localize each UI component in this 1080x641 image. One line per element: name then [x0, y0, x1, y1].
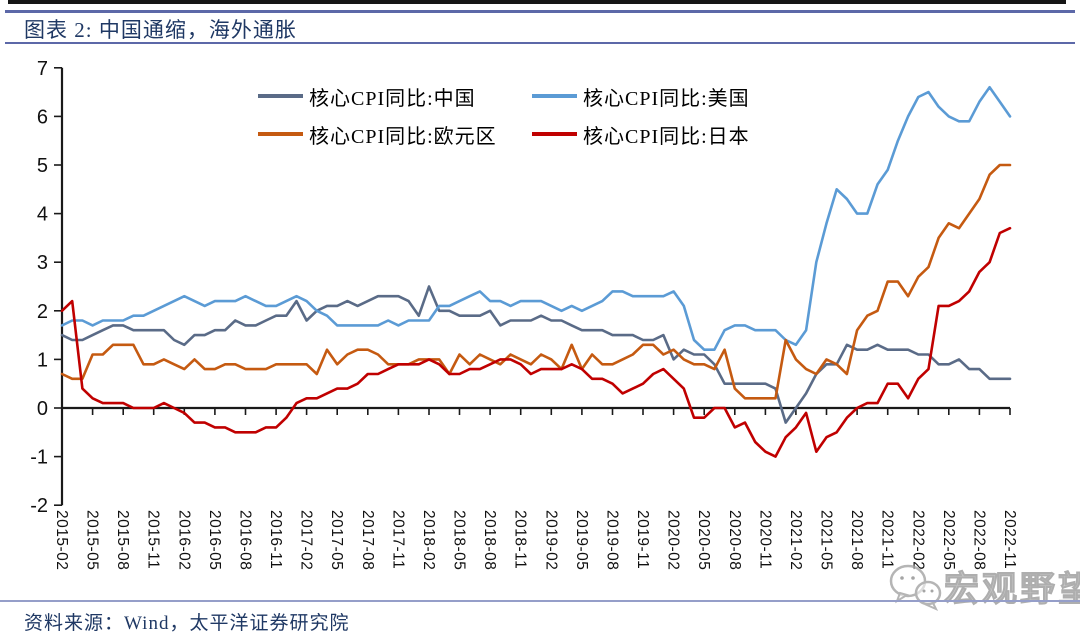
legend-label-us: 核心CPI同比:美国 — [583, 87, 750, 110]
y-tick-label: 3 — [37, 252, 48, 274]
legend-item-us: 核心CPI同比:美国 — [532, 85, 750, 110]
legend-item-japan: 核心CPI同比:日本 — [532, 123, 750, 148]
x-tick-label: 2018-02 — [420, 510, 437, 570]
legend-item-eurozone: 核心CPI同比:欧元区 — [258, 123, 497, 148]
x-tick-label: 2020-08 — [726, 510, 743, 570]
footer-rule — [0, 600, 1080, 602]
y-tick-label: 1 — [37, 349, 48, 371]
header-rule-bottom — [5, 42, 1075, 44]
x-tick-label: 2016-08 — [237, 510, 254, 570]
x-tick-label: 2018-08 — [481, 510, 498, 570]
cpi-line-chart: 7 6 5 4 3 2 1 0 -1 -2 2015-02 2015-05 2015-08 2015-11… — [30, 58, 1018, 571]
x-tick-label: 2022-11 — [1001, 510, 1018, 569]
x-tick-label: 2018-11 — [512, 510, 529, 569]
header-rule-top — [5, 10, 1075, 13]
y-tick-label: 6 — [37, 106, 48, 128]
series-line-japan — [60, 226, 1012, 458]
x-tick-label: 2017-08 — [359, 510, 376, 570]
x-tick-label: 2016-05 — [206, 510, 223, 570]
x-tick-label: 2019-05 — [573, 510, 590, 570]
x-tick-label: 2019-11 — [634, 510, 651, 569]
y-tick-label: 0 — [37, 398, 48, 420]
y-tick-label: -2 — [30, 495, 48, 517]
legend-swatch-eurozone — [258, 132, 303, 136]
x-tick-label: 2015-05 — [84, 510, 101, 570]
top-black-bar — [8, 0, 1066, 4]
legend-swatch-china — [258, 94, 303, 98]
legend-label-eurozone: 核心CPI同比:欧元区 — [309, 125, 497, 148]
x-tick-label: 2019-08 — [604, 510, 621, 570]
x-tick-label: 2019-02 — [542, 510, 559, 570]
x-tick-label: 2017-02 — [298, 510, 315, 570]
x-tick-label: 2022-05 — [940, 510, 957, 570]
x-tick-label: 2021-11 — [879, 510, 896, 569]
y-tick-label: 7 — [37, 58, 48, 80]
legend-item-china: 核心CPI同比:中国 — [258, 85, 476, 110]
series-line-us — [60, 85, 1012, 352]
x-tick-label: 2022-08 — [970, 510, 987, 570]
legend-label-china: 核心CPI同比:中国 — [309, 87, 476, 110]
x-tick-label: 2022-02 — [909, 510, 926, 570]
x-tick-label: 2017-05 — [328, 510, 345, 570]
x-tick-label: 2018-05 — [451, 510, 468, 570]
x-tick-label: 2016-02 — [175, 510, 192, 570]
legend-swatch-japan — [532, 132, 577, 136]
x-tick-label: 2020-05 — [695, 510, 712, 570]
legend-swatch-us — [532, 94, 577, 98]
x-tick-label: 2015-11 — [145, 510, 162, 569]
series-line-eurozone — [60, 163, 1012, 400]
x-tick-label: 2021-08 — [848, 510, 865, 570]
y-tick-label: 2 — [37, 301, 48, 323]
y-tick-label: -1 — [30, 447, 48, 469]
x-tick-label: 2020-02 — [665, 510, 682, 570]
figure-title: 图表 2: 中国通缩，海外通胀 — [24, 18, 297, 42]
x-tick-label: 2016-11 — [267, 510, 284, 569]
x-tick-label: 2015-08 — [114, 510, 131, 570]
x-tick-label: 2017-11 — [389, 510, 406, 569]
x-tick-label: 2020-11 — [756, 510, 773, 569]
legend-label-japan: 核心CPI同比:日本 — [583, 125, 750, 148]
x-tick-label: 2021-02 — [787, 510, 804, 570]
y-tick-label: 5 — [37, 155, 48, 177]
data-source: 资料来源：Wind，太平洋证券研究院 — [24, 613, 350, 634]
y-tick-label: 4 — [37, 204, 48, 226]
x-tick-label: 2021-05 — [818, 510, 835, 570]
x-tick-label: 2015-02 — [53, 510, 70, 570]
